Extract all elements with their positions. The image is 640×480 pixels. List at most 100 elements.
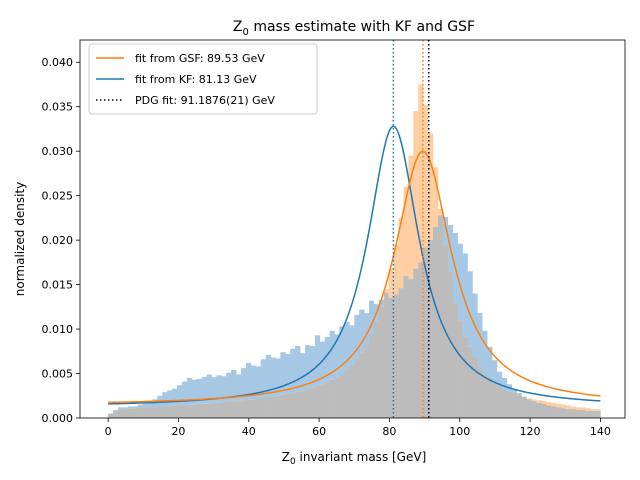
histogram-bar-upper <box>260 359 266 399</box>
histogram-bar-overlap <box>319 384 326 418</box>
y-tick-label: 0.025 <box>42 190 74 203</box>
histogram-bar-upper <box>516 393 522 395</box>
histogram-bar-overlap <box>551 406 557 418</box>
histogram-bar-upper <box>255 366 262 399</box>
histogram-bar-upper <box>497 371 503 386</box>
histogram-bar-overlap <box>398 288 404 418</box>
histogram-bar-upper <box>309 345 316 388</box>
histogram-bar-overlap <box>305 389 311 418</box>
histogram-bar-upper <box>477 313 483 367</box>
histogram-bar-overlap <box>487 377 493 418</box>
histogram-bar-overlap <box>142 407 148 418</box>
x-tick-label: 140 <box>590 425 611 438</box>
histogram-bar-upper <box>314 335 321 386</box>
histogram-bar-overlap <box>575 409 581 418</box>
chart-title-rest: mass estimate with KF and GSF <box>249 19 475 35</box>
gsf-fit-curve <box>108 150 601 404</box>
histogram-bar-overlap <box>314 385 321 418</box>
histograms <box>108 84 601 418</box>
histogram-bar-overlap <box>585 410 591 418</box>
histogram-bar-overlap <box>516 394 522 418</box>
histogram-bar-overlap <box>428 240 434 418</box>
axes-frame <box>79 39 626 419</box>
histogram-bar-overlap <box>359 352 365 418</box>
histogram-bar-upper <box>364 313 370 346</box>
histogram-bar-overlap <box>506 391 513 418</box>
chart-title-subscript: 0 <box>243 27 249 38</box>
histogram-bar-upper <box>403 186 409 276</box>
histogram-bar-upper <box>398 217 404 289</box>
histogram-bar-upper <box>300 353 306 391</box>
histogram-bar-overlap <box>309 387 316 418</box>
histogram-bar-upper <box>167 390 173 407</box>
y-tick-label: 0.030 <box>42 145 74 158</box>
histogram-bar-overlap <box>201 403 207 418</box>
histogram-bar-overlap <box>250 399 257 418</box>
histogram-bar-upper <box>580 407 586 410</box>
legend-box <box>88 43 318 115</box>
histogram-bar-upper <box>122 407 129 410</box>
histogram-bar-overlap <box>403 275 409 418</box>
x-axis-label-rest: invariant mass [GeV] <box>296 450 427 464</box>
histogram-bar-overlap <box>295 391 301 418</box>
histogram-bar-overlap <box>423 247 429 418</box>
histogram-bar-upper <box>113 409 119 411</box>
histogram-bar-overlap <box>275 395 281 418</box>
histogram-bar-overlap <box>245 399 252 418</box>
histogram-bar-upper <box>191 379 198 405</box>
histogram-bar-upper <box>201 377 207 404</box>
legend-label: PDG fit: 91.1876(21) GeV <box>135 94 275 107</box>
histogram-bar-overlap <box>117 409 124 418</box>
histogram-bar-upper <box>245 362 252 400</box>
histogram-bar-overlap <box>482 373 488 418</box>
histogram-bar-overlap <box>472 357 478 418</box>
histogram-bar-upper <box>285 353 291 394</box>
histogram-bar-overlap <box>492 382 498 418</box>
histogram-bar-upper <box>295 345 301 392</box>
histogram-bar-upper <box>487 346 493 378</box>
histogram-bar-upper <box>423 104 429 248</box>
histogram-bar-overlap <box>413 268 419 418</box>
x-tick-label: 0 <box>105 425 112 438</box>
histogram-bar-overlap <box>580 409 586 418</box>
histogram-bar-overlap <box>344 369 350 418</box>
histogram-bar-upper <box>127 406 134 409</box>
histogram-bar-upper <box>324 337 330 383</box>
histogram-bar-upper <box>378 299 385 307</box>
histogram-bar-overlap <box>546 405 552 418</box>
x-tick-label: 20 <box>171 425 185 438</box>
histogram-bar-overlap <box>457 320 463 418</box>
histogram-bar-overlap <box>561 408 567 418</box>
histogram-bar-overlap <box>452 302 458 418</box>
histogram-bar-upper <box>250 365 257 400</box>
histogram-bar-overlap <box>290 393 296 418</box>
histogram-bar-overlap <box>191 404 198 418</box>
histogram-bar-overlap <box>162 406 168 418</box>
histogram-bar-upper <box>280 352 286 395</box>
histogram-bar-overlap <box>433 226 439 418</box>
histogram-bar-overlap <box>373 321 380 418</box>
x-axis-ticks: 0 20 40 60 80 100 120 140 <box>105 418 611 438</box>
histogram-bar-overlap <box>260 398 266 418</box>
histogram-bar-overlap <box>329 379 335 418</box>
histogram-bar-upper <box>147 401 153 407</box>
histogram-bar-overlap <box>565 409 572 418</box>
histogram-bar-overlap <box>280 394 286 418</box>
histogram-bar-overlap <box>511 393 518 418</box>
histogram-bar-upper <box>152 399 158 408</box>
histogram-bar-upper <box>467 271 473 347</box>
y-tick-label: 0.005 <box>42 368 74 381</box>
histogram-bar-upper <box>433 167 439 227</box>
histogram-bar-upper <box>531 399 537 402</box>
histogram-bar-upper <box>590 409 596 411</box>
histogram-bar-upper <box>482 330 488 374</box>
histogram-bar-upper <box>231 369 237 402</box>
histogram-bar-overlap <box>393 294 399 418</box>
histogram-bar-upper <box>186 377 193 406</box>
histogram-bar-upper <box>565 405 572 410</box>
histogram-bar-upper <box>349 325 355 365</box>
histogram-bar-upper <box>511 389 518 394</box>
histogram-bar-upper <box>142 403 148 408</box>
histogram-bar-overlap <box>157 406 163 418</box>
